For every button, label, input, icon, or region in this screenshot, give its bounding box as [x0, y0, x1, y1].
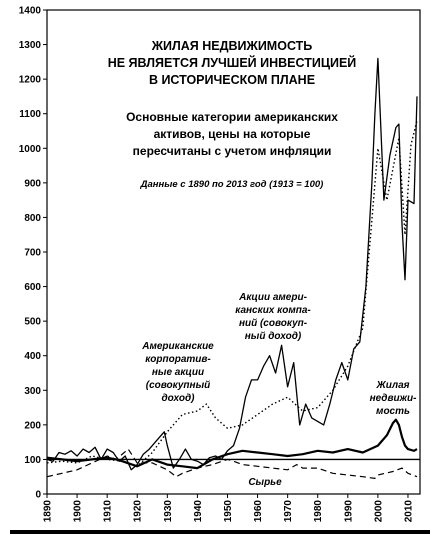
axes — [43, 9, 421, 498]
title-line-1: ЖИЛАЯ НЕДВИЖИМОСТЬ — [151, 39, 313, 53]
annotation-us-stocks: Акции амери- канских компа- ний (совокуп… — [235, 292, 311, 342]
x-tick-label: 1920 — [133, 500, 144, 523]
y-tick-label: 1200 — [19, 75, 42, 86]
x-tick-labels: 1890 1900 1910 1920 1930 1940 1950 1960 1970 1980… — [43, 500, 415, 523]
x-tick-label: 1930 — [163, 500, 174, 523]
x-tick-label: 1900 — [73, 500, 84, 523]
subtitle-line-3: пересчитаны с учетом инфляции — [133, 144, 332, 158]
chart-title: ЖИЛАЯ НЕДВИЖИМОСТЬ НЕ ЯВЛЯЕТСЯ ЛУЧШЕЙ ИН… — [108, 39, 357, 87]
y-tick-label: 1100 — [19, 109, 41, 120]
series-corporate-stocks-line — [46, 120, 418, 467]
x-tick-label: 2010 — [403, 500, 414, 523]
series-housing-line — [46, 418, 418, 470]
y-tick-label: 1400 — [19, 6, 42, 17]
series-lines — [46, 57, 418, 479]
y-tick-label: 100 — [24, 455, 41, 466]
x-tick-label: 1910 — [103, 500, 114, 523]
annotation-corporate-stocks-line-3: ные акции — [152, 367, 204, 378]
x-tick-label: 1970 — [283, 500, 294, 523]
y-tick-label: 0 — [35, 490, 41, 501]
y-tick-label: 400 — [24, 351, 41, 362]
annotation-corporate-stocks-line-4: (совокупный — [146, 380, 210, 391]
annotation-corporate-stocks-line-5: доход) — [162, 393, 196, 404]
title-line-2: НЕ ЯВЛЯЕТСЯ ЛУЧШЕЙ ИНВЕСТИЦИЕЙ — [108, 55, 357, 70]
annotation-us-stocks-line-1: Акции амери- — [238, 292, 307, 303]
y-tick-label: 1300 — [19, 40, 42, 51]
chart-subtitle: Основные категории американских активов,… — [126, 110, 338, 158]
series-us-stocks-line — [46, 57, 418, 471]
annotation-housing-line-1: Жилая — [375, 380, 409, 391]
subtitle-line-2: активов, цены на которые — [154, 127, 311, 141]
x-tick-label: 1940 — [193, 500, 204, 523]
y-tick-label: 600 — [24, 282, 41, 293]
y-tick-label: 500 — [24, 317, 41, 328]
annotation-housing: Жилая недвижи- мость — [370, 380, 418, 417]
x-tick-label: 1980 — [313, 500, 324, 523]
y-tick-labels: 0 100 200 300 400 500 600 700 800 900 1000 1100 1200… — [19, 6, 42, 501]
y-tick-label: 300 — [24, 386, 41, 397]
annotation-us-stocks-line-4: ный доход) — [245, 331, 302, 342]
y-tick-label: 800 — [24, 213, 41, 224]
y-tick-label: 200 — [24, 420, 41, 431]
x-tick-label: 1960 — [253, 500, 264, 523]
annotation-us-stocks-line-3: ний (совокуп- — [239, 318, 308, 329]
annotation-corporate-stocks: Американские корпоратив- ные акции (сово… — [141, 341, 214, 404]
annotation-corporate-stocks-line-1: Американские — [141, 341, 214, 352]
y-tick-label: 700 — [24, 248, 41, 259]
annotation-us-stocks-line-2: канских компа- — [235, 305, 311, 316]
x-tick-label: 1950 — [223, 500, 234, 523]
bottom-rule — [10, 530, 430, 534]
title-line-3: В ИСТОРИЧЕСКОМ ПЛАНЕ — [149, 73, 315, 87]
data-range-note: Данные с 1890 по 2013 год (1913 = 100) — [140, 179, 324, 190]
x-tick-label: 1890 — [43, 500, 54, 523]
annotation-commodities: Сырье — [248, 477, 282, 488]
annotation-housing-line-2: недвижи- — [370, 393, 418, 404]
x-tick-label: 2000 — [373, 500, 384, 523]
y-tick-label: 900 — [24, 178, 41, 189]
annotation-housing-line-3: мость — [376, 406, 410, 417]
series-commodities-line — [46, 448, 418, 479]
annotation-corporate-stocks-line-2: корпоратив- — [145, 354, 211, 365]
subtitle-line-1: Основные категории американских — [126, 110, 338, 124]
x-tick-label: 1990 — [343, 500, 354, 523]
y-tick-label: 1000 — [19, 144, 42, 155]
